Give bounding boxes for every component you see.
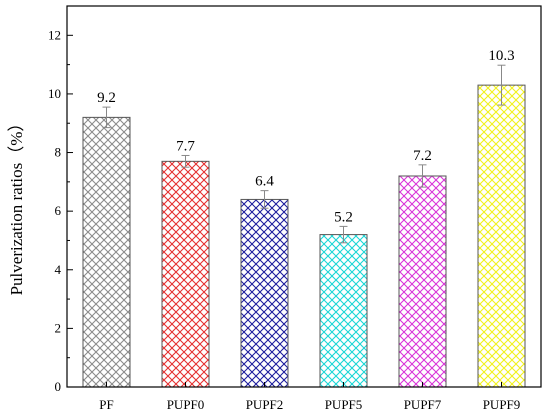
error-bar-pupf7	[418, 164, 427, 188]
y-axis-label: Pulverization ratios（%）	[7, 115, 26, 296]
y-tick-label: 6	[55, 203, 62, 218]
y-tick-label: 10	[48, 86, 61, 101]
y-tick-label: 2	[55, 320, 62, 335]
error-bar-pupf5	[339, 225, 348, 244]
axes: PF PUPF0 PUPF2 PUPF5 PUPF7 PUPF9 0 2 4 6 8 10 12	[48, 5, 542, 412]
error-bar-pupf9	[497, 64, 506, 106]
bar-pf	[82, 116, 131, 388]
x-tick-label: PUPF0	[167, 397, 205, 412]
x-tick-label: PUPF9	[483, 397, 521, 412]
x-tick-label: PUPF2	[246, 397, 284, 412]
y-tick-label: 4	[55, 262, 62, 277]
error-bar-pupf0	[181, 154, 190, 168]
bar-pupf5	[319, 234, 368, 388]
value-label-pupf0: 7.7	[176, 138, 195, 154]
value-label-pf: 9.2	[97, 90, 116, 106]
x-tick-label: PF	[99, 397, 113, 412]
bar-pupf9	[477, 84, 526, 388]
error-bar-pf	[102, 106, 111, 129]
x-tick-label: PUPF5	[325, 397, 363, 412]
labels: Pulverization ratios（%）	[7, 115, 26, 296]
value-label-pupf2: 6.4	[255, 174, 274, 190]
bar-pupf7	[398, 175, 447, 388]
plot-area: 9.2 7.7 6.4 5.2 7.2 10.3	[82, 48, 526, 388]
error-bar-pupf2	[260, 190, 269, 209]
bar-pupf0	[161, 160, 210, 388]
x-tick-label: PUPF7	[404, 397, 442, 412]
value-label-pupf9: 10.3	[488, 48, 514, 64]
y-tick-label: 12	[48, 27, 61, 42]
y-tick-label: 8	[55, 145, 62, 160]
y-tick-label: 0	[55, 379, 62, 394]
bar-pupf2	[240, 198, 289, 388]
value-label-pupf7: 7.2	[413, 148, 432, 164]
plot-frame	[66, 5, 542, 388]
value-label-pupf5: 5.2	[334, 209, 353, 225]
